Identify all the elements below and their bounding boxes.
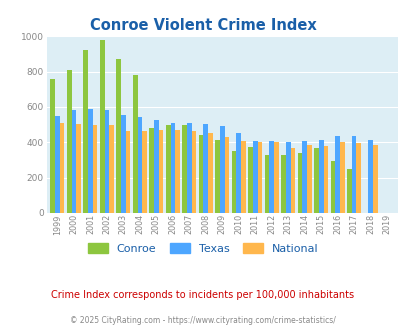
Legend: Conroe, Texas, National: Conroe, Texas, National xyxy=(83,239,322,258)
Bar xyxy=(236,133,241,213)
Bar xyxy=(346,169,351,213)
Bar xyxy=(313,148,318,213)
Text: Conroe Violent Crime Index: Conroe Violent Crime Index xyxy=(90,18,315,33)
Bar xyxy=(306,145,311,213)
Bar xyxy=(208,133,212,213)
Bar xyxy=(224,137,229,213)
Bar xyxy=(273,142,278,213)
Bar xyxy=(158,130,163,213)
Bar xyxy=(92,124,97,213)
Bar xyxy=(220,126,224,213)
Bar xyxy=(60,123,64,213)
Bar xyxy=(335,136,339,213)
Bar xyxy=(175,130,179,213)
Bar xyxy=(302,141,306,213)
Text: © 2025 CityRating.com - https://www.cityrating.com/crime-statistics/: © 2025 CityRating.com - https://www.city… xyxy=(70,316,335,325)
Bar xyxy=(367,140,372,213)
Bar xyxy=(142,131,147,213)
Bar xyxy=(132,75,137,213)
Bar xyxy=(231,151,236,213)
Bar xyxy=(55,116,60,213)
Bar xyxy=(83,50,88,213)
Bar xyxy=(137,116,142,213)
Bar xyxy=(264,154,269,213)
Bar xyxy=(67,70,71,213)
Bar xyxy=(88,109,92,213)
Bar xyxy=(166,125,170,213)
Bar xyxy=(241,141,245,213)
Bar xyxy=(257,142,262,213)
Bar xyxy=(191,131,196,213)
Bar xyxy=(116,59,121,213)
Bar xyxy=(323,146,327,213)
Bar xyxy=(372,145,377,213)
Bar xyxy=(153,120,158,213)
Bar xyxy=(281,155,285,213)
Bar xyxy=(71,111,76,213)
Bar xyxy=(109,125,113,213)
Bar xyxy=(351,136,356,213)
Bar xyxy=(297,153,302,213)
Bar xyxy=(290,148,294,213)
Bar xyxy=(215,140,220,213)
Bar xyxy=(269,141,273,213)
Bar xyxy=(121,115,126,213)
Bar xyxy=(104,111,109,213)
Bar xyxy=(170,123,175,213)
Bar xyxy=(318,140,323,213)
Bar xyxy=(330,161,335,213)
Bar xyxy=(76,124,81,213)
Bar xyxy=(182,124,187,213)
Bar xyxy=(339,142,344,213)
Bar xyxy=(198,135,203,213)
Bar xyxy=(50,79,55,213)
Bar xyxy=(187,123,191,213)
Bar xyxy=(285,142,290,213)
Bar xyxy=(248,147,252,213)
Bar xyxy=(149,128,153,213)
Bar xyxy=(126,131,130,213)
Bar xyxy=(356,143,360,213)
Bar xyxy=(203,124,208,213)
Bar xyxy=(252,141,257,213)
Text: Crime Index corresponds to incidents per 100,000 inhabitants: Crime Index corresponds to incidents per… xyxy=(51,290,354,300)
Bar xyxy=(100,40,104,213)
